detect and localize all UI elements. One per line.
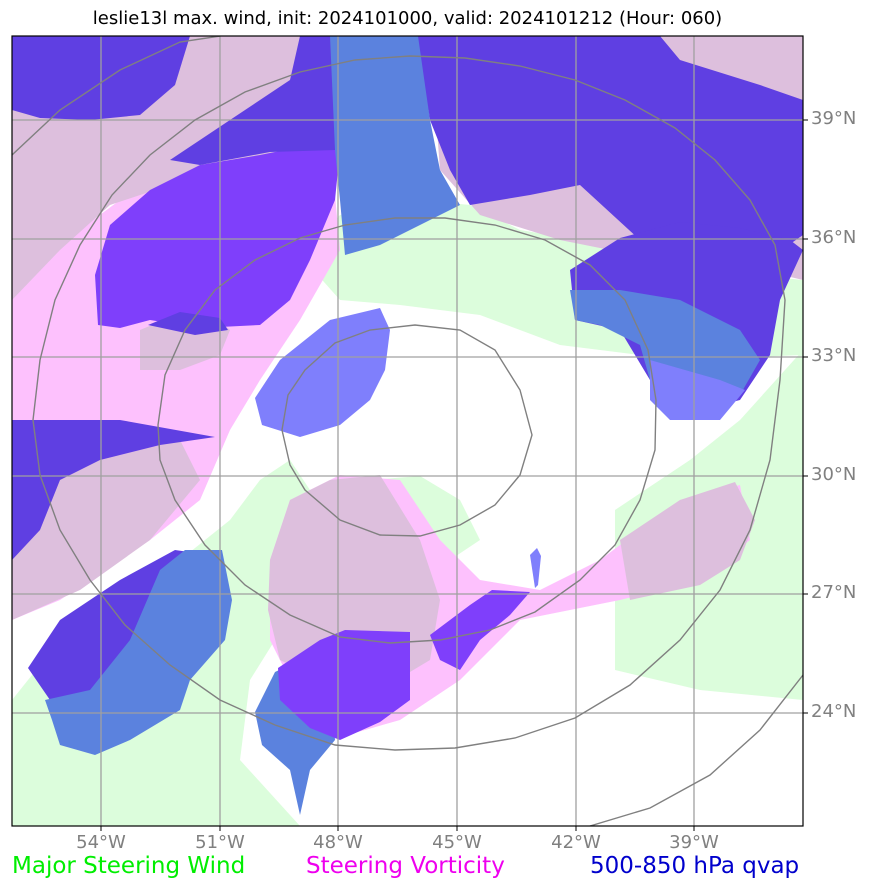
qvap-southwest-blue bbox=[45, 550, 232, 755]
lon-label-42w: 42°W bbox=[551, 832, 601, 853]
qvap-west-lower bbox=[12, 420, 215, 560]
map-frame bbox=[11, 35, 804, 827]
qvap-east-overlap bbox=[570, 290, 760, 400]
qvap-south-spike bbox=[530, 548, 541, 588]
ring-outermost-nw bbox=[12, 36, 221, 156]
lat-label-33n: 33°N bbox=[811, 345, 857, 366]
tick-marks bbox=[100, 119, 808, 831]
legend-steering-vorticity: Steering Vorticity bbox=[306, 853, 505, 879]
legend-qvap: 500-850 hPa qvap bbox=[590, 853, 800, 879]
lat-label-36n: 36°N bbox=[811, 227, 857, 248]
map-title: leslie13l max. wind, init: 2024101000, v… bbox=[92, 8, 723, 29]
lat-label-30n: 30°N bbox=[811, 464, 857, 485]
ring-outermost-se bbox=[589, 674, 803, 826]
qvap-south-east bbox=[430, 590, 530, 670]
ring-outer bbox=[32, 55, 786, 751]
lon-label-48w: 48°W bbox=[313, 832, 363, 853]
ring-inner bbox=[281, 324, 533, 537]
qvap-west-blob-edge bbox=[170, 36, 340, 165]
distance-rings bbox=[12, 36, 803, 826]
ring-middle bbox=[157, 217, 657, 644]
qvap-west-small bbox=[148, 312, 228, 335]
qvap-west-blob bbox=[95, 145, 340, 328]
qvap-center-band bbox=[330, 36, 460, 255]
lat-label-39n: 39°N bbox=[811, 108, 857, 129]
lon-label-54w: 54°W bbox=[76, 832, 126, 853]
qvap-center bbox=[255, 308, 390, 437]
graticule bbox=[12, 36, 803, 826]
overlap-southeast bbox=[620, 482, 755, 600]
lon-label-39w: 39°W bbox=[669, 832, 719, 853]
lon-label-45w: 45°W bbox=[432, 832, 482, 853]
qvap-east-low bbox=[650, 360, 745, 420]
lon-label-51w: 51°W bbox=[195, 832, 245, 853]
lat-label-27n: 27°N bbox=[811, 582, 857, 603]
qvap-northeast bbox=[418, 36, 803, 265]
overlap-west-mid bbox=[12, 440, 200, 620]
lat-label-24n: 24°N bbox=[811, 701, 857, 722]
legend-steering-wind: Major Steering Wind bbox=[12, 853, 246, 879]
